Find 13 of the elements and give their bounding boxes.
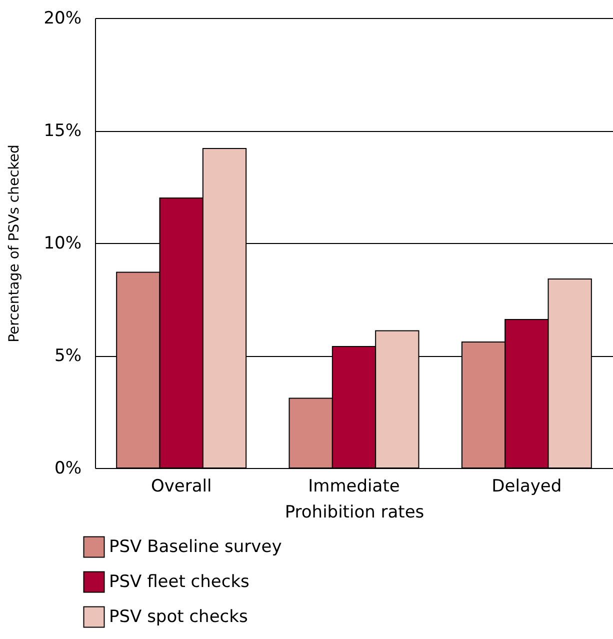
x-tick-label: Delayed [492,476,562,496]
y-tick-label: 15% [44,121,82,141]
y-axis-title: Percentage of PSVs checked [6,144,23,342]
legend-label: PSV fleet checks [109,572,250,592]
x-tick-label: Immediate [308,476,400,496]
x-axis-title: Prohibition rates [284,502,424,522]
legend-label: PSV Baseline survey [109,537,282,557]
y-tick-label: 5% [54,346,82,366]
x-tick-label: Overall [150,476,212,496]
y-tick-label: 10% [44,234,82,254]
legend-label: PSV spot checks [109,607,248,627]
y-tick-label: 0% [54,458,82,478]
y-tick-label: 20% [44,8,82,28]
